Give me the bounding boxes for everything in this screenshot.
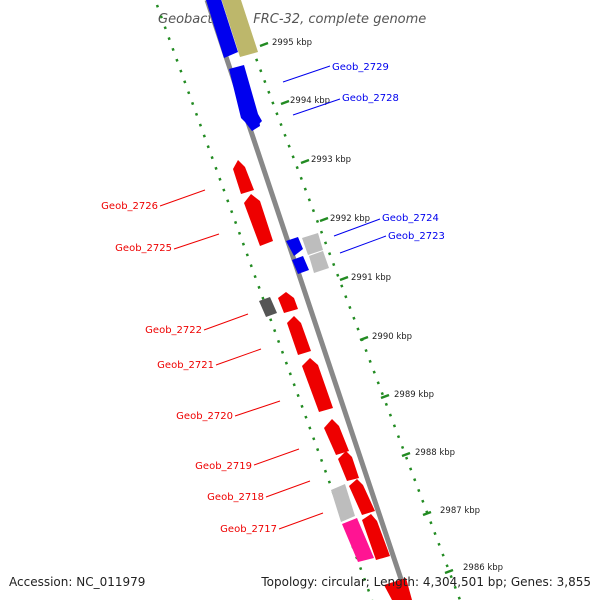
gene-feature-geob-2724b bbox=[292, 256, 309, 274]
gene-label-reverse[interactable]: Geob_2717 bbox=[220, 524, 277, 535]
gene-feature-gray-2 bbox=[309, 251, 329, 273]
gene-feature-geob-2717 bbox=[342, 518, 374, 562]
leader-line bbox=[203, 313, 249, 331]
gene-feature-geob-2720 bbox=[302, 358, 333, 412]
leader-line bbox=[333, 218, 381, 237]
tick-2994 bbox=[280, 99, 290, 106]
tick-2986 bbox=[444, 568, 454, 575]
gene-feature-geob-2715 bbox=[384, 578, 412, 600]
gene-label-reverse[interactable]: Geob_2721 bbox=[157, 360, 214, 371]
gene-label-reverse[interactable]: Geob_2725 bbox=[115, 243, 172, 254]
gene-feature-geob-2725 bbox=[244, 194, 273, 246]
map-title: Geobacter sp. FRC-32, complete genome bbox=[158, 12, 426, 27]
leader-line bbox=[159, 189, 206, 207]
tick-label: 2991 kbp bbox=[351, 273, 391, 283]
gene-feature-gray-3 bbox=[331, 484, 355, 522]
gene-label-reverse[interactable]: Geob_2719 bbox=[195, 461, 252, 472]
tick-label: 2986 kbp bbox=[463, 563, 503, 573]
gene-feature-geob-2718 bbox=[349, 479, 375, 515]
leader-line bbox=[339, 235, 387, 254]
tick-2992 bbox=[319, 216, 329, 223]
tick-label: 2989 kbp bbox=[394, 390, 434, 400]
gene-feature-dark-gray bbox=[259, 297, 277, 317]
gene-feature-geob-2719 bbox=[338, 451, 359, 481]
genome-summary-text: Topology: circular; Length: 4,304,501 bp… bbox=[260, 575, 591, 589]
tick-2987 bbox=[422, 510, 432, 517]
gene-feature-geob-2722 bbox=[278, 292, 298, 313]
gene-feature-olive bbox=[221, 0, 258, 57]
gene-feature-geob-2730 bbox=[206, 0, 238, 58]
gene-label-forward[interactable]: Geob_2728 bbox=[342, 93, 399, 104]
outer-dotted-ring bbox=[155, 4, 374, 600]
tick-2995 bbox=[259, 41, 269, 48]
leader-line bbox=[215, 348, 262, 366]
leader-line bbox=[292, 98, 341, 116]
leader-line bbox=[265, 480, 311, 498]
gene-feature-geob-2721 bbox=[287, 316, 311, 355]
tick-label: 2992 kbp bbox=[330, 214, 370, 224]
tick-2988 bbox=[401, 451, 411, 458]
gene-label-forward[interactable]: Geob_2729 bbox=[332, 62, 389, 73]
gene-feature-geob-2729 bbox=[229, 65, 262, 131]
gene-feature-gray-1 bbox=[302, 233, 323, 255]
gene-label-reverse[interactable]: Geob_2720 bbox=[176, 411, 233, 422]
tick-label: 2995 kbp bbox=[272, 38, 312, 48]
gene-label-forward[interactable]: Geob_2723 bbox=[388, 231, 445, 242]
gene-feature-geob-2728 bbox=[247, 119, 260, 131]
gene-label-reverse[interactable]: Geob_2726 bbox=[101, 201, 158, 212]
gene-feature-geob-2724 bbox=[286, 237, 303, 256]
tick-2989 bbox=[380, 393, 390, 400]
accession-text: Accession: NC_011979 bbox=[9, 575, 145, 589]
leader-line bbox=[173, 233, 220, 250]
gene-feature-geob-2726 bbox=[233, 160, 254, 194]
tick-label: 2990 kbp bbox=[372, 332, 412, 342]
tick-marks bbox=[259, 41, 454, 575]
leader-line bbox=[253, 448, 300, 466]
gene-label-forward[interactable]: Geob_2724 bbox=[382, 213, 439, 224]
tick-label: 2993 kbp bbox=[311, 155, 351, 165]
tick-label: 2988 kbp bbox=[415, 448, 455, 458]
gene-label-reverse[interactable]: Geob_2722 bbox=[145, 325, 202, 336]
tick-label: 2987 kbp bbox=[440, 506, 480, 516]
tick-2991 bbox=[339, 275, 349, 282]
leader-line bbox=[234, 400, 281, 417]
leader-line bbox=[278, 512, 324, 530]
tick-label: 2994 kbp bbox=[290, 96, 330, 106]
leader-line bbox=[282, 65, 331, 83]
gene-feature-geob-2719a bbox=[324, 419, 349, 455]
tick-2990 bbox=[359, 335, 369, 342]
tick-dotted-ring bbox=[234, 4, 462, 600]
gene-label-reverse[interactable]: Geob_2718 bbox=[207, 492, 264, 503]
tick-2993 bbox=[300, 158, 310, 165]
gene-feature-geob-2716 bbox=[362, 514, 390, 560]
